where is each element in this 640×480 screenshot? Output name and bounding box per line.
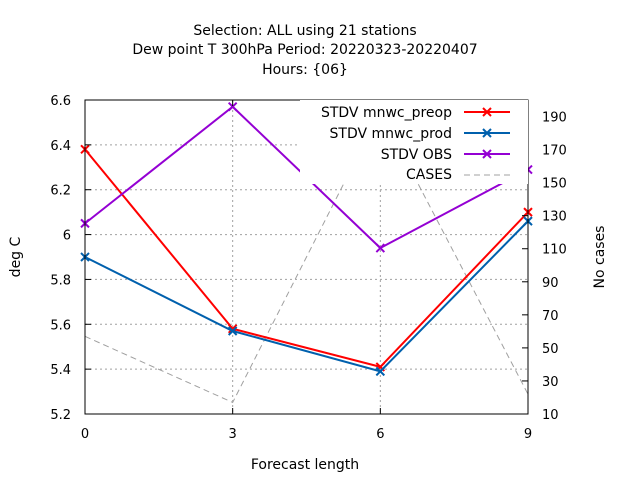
y-tick-label: 5.2 [50, 408, 71, 423]
legend-label-1: STDV mnwc_preop [321, 105, 452, 121]
y-tick-label: 6.6 [50, 94, 71, 109]
cases-layer [84, 110, 529, 404]
y2-tick-label: 30 [542, 375, 559, 390]
legend-label-2: STDV mnwc_prod [330, 126, 452, 142]
x-tick-label: 0 [81, 427, 89, 442]
series-line-4 [84, 110, 529, 404]
legend-entry-3: STDV OBS [381, 147, 510, 163]
y-tick-label: 6.4 [50, 139, 71, 154]
series-3-point [227, 102, 238, 112]
x-tick-label: 6 [376, 427, 384, 442]
series-2-point [375, 366, 386, 377]
chart-title-line-3: Hours: {06} [262, 62, 348, 78]
y2-tick-label: 90 [542, 276, 559, 291]
series-line-1 [84, 148, 529, 369]
axis-ticks: 0 3 6 9 5.2 5.4 5.6 5.8 6 6.2 6.4 6.6 10 30 50 70 90 110 1… [50, 94, 567, 442]
x-tick-label: 9 [524, 427, 532, 442]
y-tick-label: 5.6 [50, 318, 71, 333]
legend-entry-4: CASES [406, 167, 510, 183]
legend: STDV mnwc_preop STDV mnwc_prod STDV OBS … [300, 100, 528, 184]
x-tick-label: 3 [229, 427, 237, 442]
series-3-point [375, 243, 386, 253]
y2-tick-label: 70 [542, 309, 559, 324]
legend-entry-2: STDV mnwc_prod [330, 126, 510, 142]
y-tick-label: 6.2 [50, 184, 71, 199]
legend-marker-3 [482, 149, 492, 159]
y2-tick-label: 170 [542, 144, 567, 159]
y2-tick-label: 150 [542, 177, 567, 192]
chart-title-line-2: Dew point T 300hPa Period: 20220323-2022… [132, 42, 477, 58]
y-tick-label: 6 [63, 229, 71, 244]
x-axis-label: Forecast length [251, 457, 359, 473]
series-2-point [227, 326, 238, 336]
y2-tick-label: 50 [542, 342, 559, 357]
series-line-2 [84, 220, 529, 373]
legend-marker-2 [482, 128, 492, 138]
legend-label-4: CASES [406, 167, 452, 183]
y-axis-label: deg C [8, 236, 24, 277]
legend-marker-1 [482, 107, 492, 117]
y-tick-label: 5.4 [50, 363, 71, 378]
chart-title-line-1: Selection: ALL using 21 stations [193, 23, 416, 39]
y2-tick-label: 110 [542, 243, 567, 258]
y2-tick-label: 190 [542, 111, 567, 126]
y2-tick-label: 10 [542, 408, 559, 423]
y-tick-label: 5.8 [50, 273, 71, 288]
legend-entry-1: STDV mnwc_preop [321, 105, 510, 121]
y2-tick-label: 130 [542, 210, 567, 225]
legend-label-3: STDV OBS [381, 147, 452, 163]
y2-axis-label: No cases [592, 226, 608, 289]
